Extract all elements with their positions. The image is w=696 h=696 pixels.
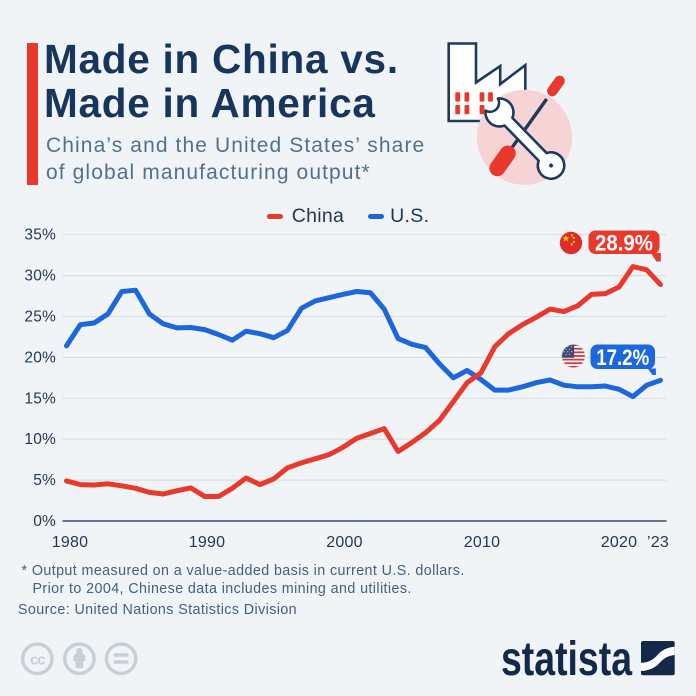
svg-text:statista: statista	[501, 632, 633, 686]
svg-text:2020: 2020	[601, 534, 637, 551]
svg-text:17.2%: 17.2%	[596, 345, 649, 370]
svg-text:1990: 1990	[189, 534, 225, 551]
svg-text:5%: 5%	[33, 472, 56, 489]
svg-text:28.9%: 28.9%	[595, 231, 653, 256]
svg-text:25%: 25%	[24, 309, 56, 326]
svg-text:30%: 30%	[24, 268, 56, 285]
svg-text:2000: 2000	[326, 534, 362, 551]
svg-text:35%: 35%	[24, 227, 56, 244]
svg-text:20%: 20%	[24, 349, 56, 366]
svg-text:0%: 0%	[33, 513, 56, 530]
svg-text:15%: 15%	[24, 390, 56, 407]
svg-text:’23: ’23	[647, 534, 669, 551]
svg-text:cc: cc	[30, 651, 45, 668]
svg-text:10%: 10%	[24, 431, 56, 448]
svg-text:1980: 1980	[52, 534, 88, 551]
svg-text:2010: 2010	[464, 534, 500, 551]
